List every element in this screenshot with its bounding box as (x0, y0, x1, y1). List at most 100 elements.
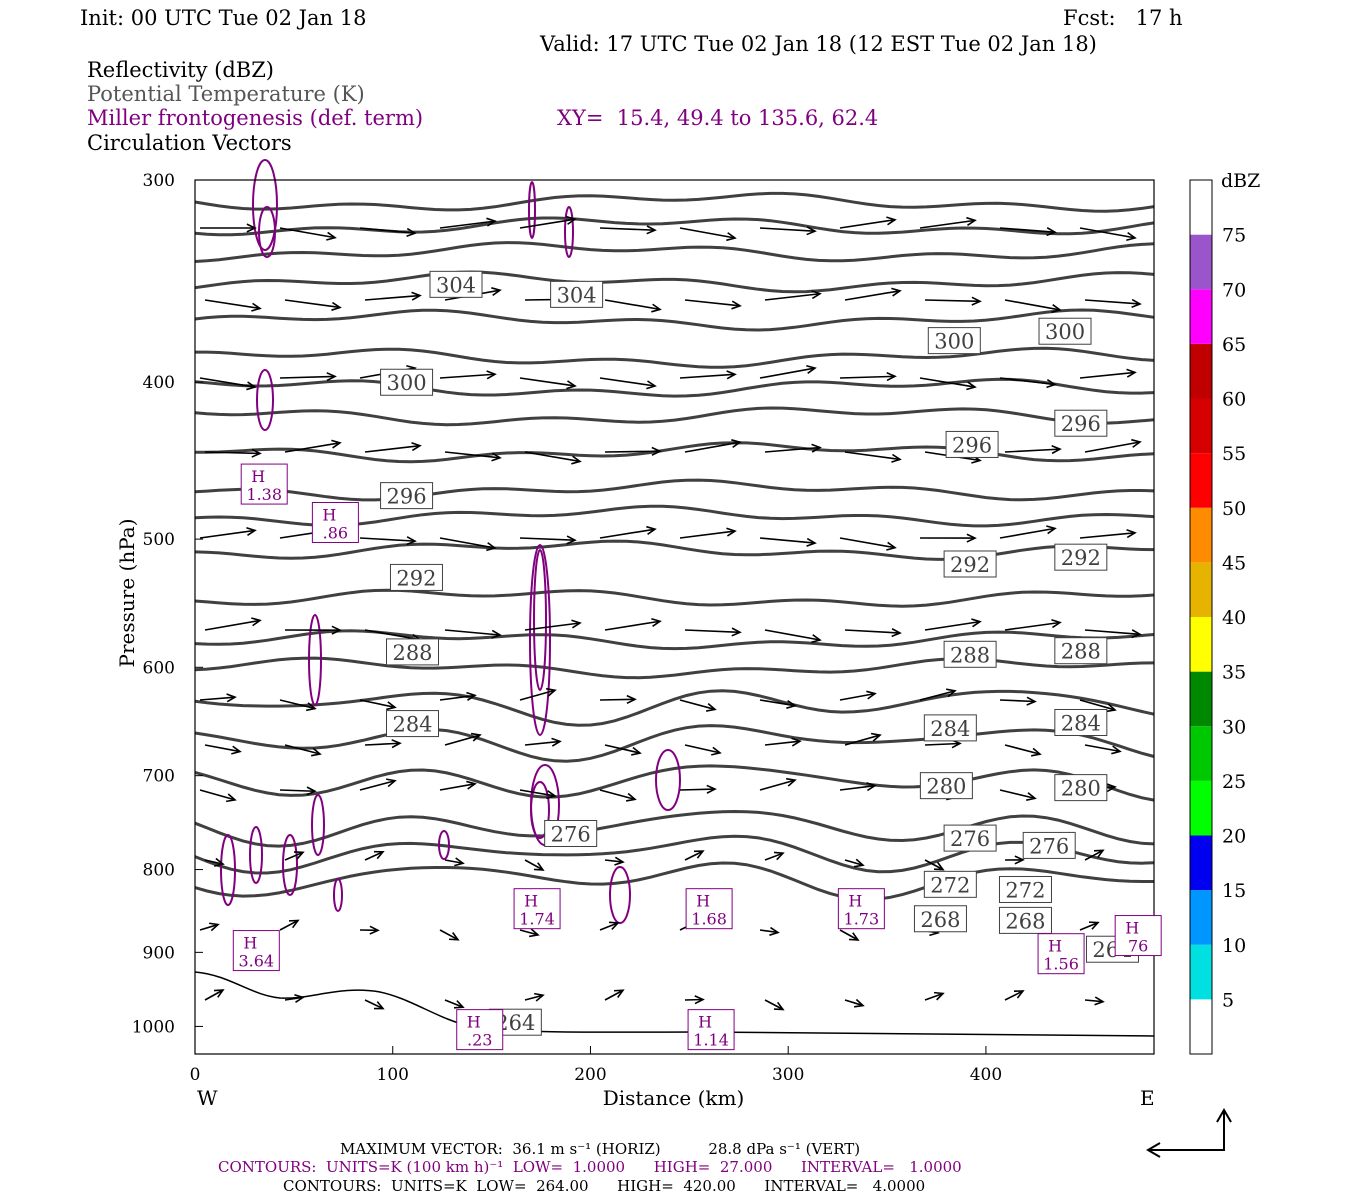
vector-arrowhead (651, 303, 662, 313)
theta-label-box (919, 772, 973, 800)
x-tick-label: 300 (772, 1065, 804, 1085)
fronto-label-box (240, 463, 288, 505)
vector-arrow (999, 377, 1056, 386)
theta-contour-line (194, 689, 1155, 727)
fronto-max-marker: H (1125, 919, 1139, 938)
vector-arrowhead (486, 217, 497, 227)
vector-arrow (839, 929, 859, 941)
vector-arrowhead (1131, 438, 1142, 448)
vector-arrow (204, 744, 241, 753)
vector-arrowhead (306, 786, 317, 796)
colorbar-swatch (1190, 180, 1212, 235)
theta-contour-line (194, 764, 1155, 802)
vector-arrow (999, 227, 1056, 233)
fronto-contour (252, 159, 278, 251)
fronto-max-marker: H (243, 934, 257, 953)
fronto-max-value: 1.14 (693, 1031, 729, 1050)
vector-arrow (764, 629, 821, 641)
vector-arrowhead (631, 746, 642, 756)
colorbar-swatch (1190, 507, 1212, 563)
vector-arrowhead (891, 453, 902, 463)
theta-label-box (943, 640, 997, 668)
vector-arrow (439, 929, 459, 941)
vector-arrowhead (646, 525, 657, 535)
fronto-max-marker: H (524, 892, 538, 911)
vector-arrowhead (773, 851, 785, 861)
vector-arrow (839, 692, 876, 701)
vector-arrow (359, 227, 416, 234)
colorbar-swatch (1190, 453, 1212, 508)
vector-arrowhead (711, 746, 722, 756)
vector-arrow (1079, 531, 1136, 539)
vector-arrow (764, 852, 784, 861)
vector-arrow (604, 744, 641, 754)
vector-arrow (519, 377, 576, 387)
vector-arrowhead (1026, 792, 1037, 801)
vector-arrowhead (785, 777, 797, 787)
vector-arrow (284, 442, 341, 453)
fronto-contour-note: CONTOURS: UNITS=K (100 km h)⁻¹ LOW= 1.00… (218, 1158, 962, 1176)
theta-label: 284 (1061, 711, 1101, 735)
colorbar-swatch (1190, 398, 1212, 454)
vector-arrow (604, 299, 661, 311)
y-tick-label: 400 (143, 373, 175, 393)
vector-arrowhead (1014, 855, 1025, 865)
vector-arrowhead (551, 737, 562, 747)
vector-arrowhead (214, 857, 225, 867)
vector-arrow (1079, 699, 1116, 711)
vector-arrow (924, 299, 981, 303)
vector-arrow (684, 441, 741, 453)
fronto-max-value: 3.64 (238, 952, 274, 971)
theta-contour-line (194, 191, 1155, 213)
vector-arrowhead (1131, 298, 1142, 308)
vector-arrow (524, 451, 581, 463)
theta-label-box (550, 280, 604, 308)
vector-arrow (924, 620, 981, 631)
vector-arrowhead (651, 617, 662, 627)
vector-arrow (204, 619, 261, 631)
vector-arrow (599, 789, 636, 801)
vector-arrow (999, 527, 1056, 539)
colorbar-label: 30 (1222, 716, 1246, 738)
theta-label: 280 (926, 775, 966, 799)
colorbar-swatch (1190, 890, 1212, 945)
vector-arrow (679, 227, 736, 239)
vector-arrowhead (731, 627, 742, 637)
vector-arrow (599, 698, 636, 701)
vector-arrowhead (706, 784, 717, 794)
y-axis-label: Pressure (hPa) (115, 519, 139, 668)
vector-arrowhead (246, 381, 257, 391)
theta-contour-line (194, 861, 1154, 902)
vector-arrow (204, 859, 224, 865)
theta-label: 272 (930, 873, 970, 897)
vector-arrow (839, 537, 896, 549)
vector-arrowhead (293, 851, 305, 860)
vector-arrowhead (626, 694, 637, 705)
vector-arrow (444, 999, 464, 1008)
vector-arrow (604, 620, 661, 631)
vector-arrow (844, 999, 864, 1007)
vector-arrow (519, 789, 556, 797)
fronto-contour (533, 549, 547, 691)
vector-arrow (1084, 629, 1141, 636)
vector-arrowhead (891, 628, 902, 638)
title-frontogenesis: Miller frontogenesis (def. term) (87, 106, 424, 130)
y-tick-label: 300 (143, 171, 175, 191)
theta-label: 276 (551, 822, 591, 846)
vector-arrowhead (411, 291, 422, 301)
theta-contour-line (194, 270, 1155, 294)
vector-arrowhead (1013, 990, 1025, 999)
colorbar-label: 75 (1222, 225, 1246, 247)
vector-arrowhead (933, 861, 945, 871)
theta-contours (194, 191, 1155, 902)
title-potential-temperature: Potential Temperature (K) (87, 82, 365, 106)
vector-arrow (284, 299, 341, 309)
fronto-max-marker: H (696, 892, 710, 911)
vector-arrowhead (571, 619, 582, 629)
vector-arrowhead (731, 300, 742, 310)
x-tick-label: 100 (377, 1065, 409, 1085)
theta-contour-line (194, 478, 1155, 502)
theta-contour-line (194, 377, 1155, 398)
vector-arrow (279, 789, 316, 793)
vector-arrow (599, 922, 619, 931)
